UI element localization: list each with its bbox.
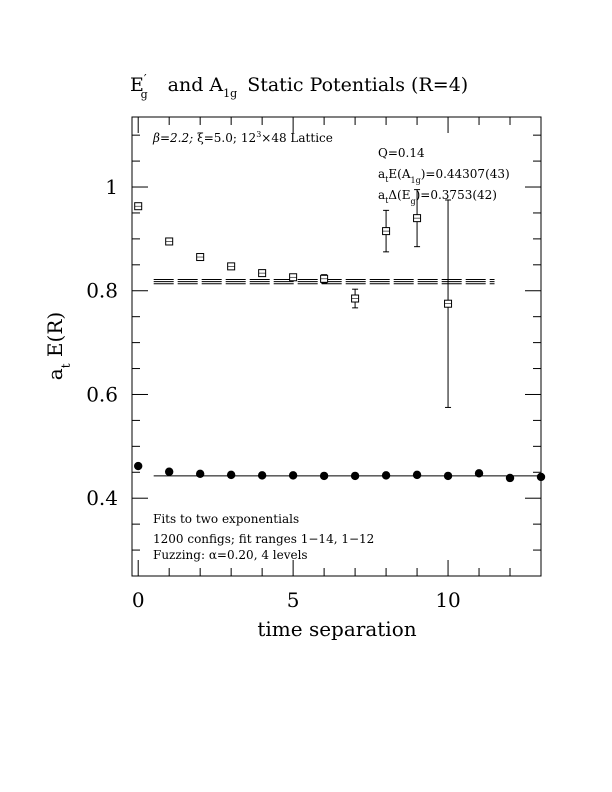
title-and-a: and A [168, 74, 224, 96]
x-axis-label: time separation [257, 617, 416, 641]
circle-point [226, 470, 236, 480]
fuzzing-params: α=0.20, 4 levels [209, 548, 308, 562]
circle-point [536, 472, 546, 482]
x-tick-label: 5 [287, 588, 300, 612]
a1g-sub: 1g [410, 176, 420, 185]
circle-point [412, 470, 422, 480]
q-annotation: Q=0.14 [378, 146, 425, 160]
y-label-a: a [43, 368, 67, 380]
title-sub-g: g [141, 88, 148, 101]
xi-text: ξ=5.0; [197, 131, 237, 145]
circle-point [164, 467, 174, 476]
y-tick-label: 1 [105, 175, 118, 199]
lattice-size: 12 [241, 131, 256, 145]
circle-point [195, 469, 205, 479]
axis-tick-labels: 0 5 10 0.4 0.6 0.8 1 [86, 175, 461, 612]
plot-frame [131, 116, 542, 577]
eg-d: Δ(E [388, 188, 410, 202]
circle-point [474, 469, 484, 478]
lattice-rest: ×48 Lattice [261, 131, 333, 145]
circle-point [381, 471, 391, 480]
title-rest: Static Potentials (R=4) [247, 74, 468, 96]
lattice-sup: 3 [256, 130, 261, 139]
y-axis-label: at E(R) [43, 312, 73, 380]
circle-point [350, 471, 360, 481]
fuzzing-label: Fuzzing: [153, 548, 209, 562]
circle-point [443, 471, 453, 481]
axis-ticks [132, 117, 542, 577]
title-e: E [130, 74, 144, 96]
fits-line-1: Fits to two exponentials [153, 512, 299, 526]
circle-point [288, 471, 298, 480]
x-tick-label: 0 [132, 588, 145, 612]
eg-annotation: atΔ(Eg)=0.3753(42) [378, 188, 497, 206]
title-sub-1g: 1g [223, 87, 237, 100]
a1g-a: a [378, 167, 385, 181]
y-tick-label: 0.6 [86, 382, 118, 406]
eg-a: a [378, 188, 385, 202]
data-marks [133, 189, 546, 483]
fits-line-3: Fuzzing: α=0.20, 4 levels [153, 548, 308, 562]
title-prime: ′ [144, 72, 147, 86]
circle-point [505, 473, 515, 483]
a1g-t: t [385, 175, 389, 184]
eg-t: t [385, 196, 389, 205]
fits-line-2: 1200 configs; fit ranges 1−14, 1−12 [153, 532, 374, 546]
fit-lines [153, 278, 541, 477]
eg-val: )=0.3753(42) [416, 188, 497, 202]
a1g-val: )=0.44307(43) [421, 167, 510, 181]
a1g-e: E(A [388, 167, 410, 181]
circle-point [319, 471, 329, 481]
y-label-sub: t [59, 363, 73, 368]
chart-title: E′ g and A1g Static Potentials (R=4) [130, 72, 468, 101]
eg-sub: g [410, 197, 415, 206]
y-tick-label: 0.4 [86, 486, 118, 510]
a1g-annotation: atE(A1g)=0.44307(43) [378, 167, 510, 185]
y-label-rest: E(R) [43, 312, 67, 364]
x-tick-label: 10 [435, 588, 460, 612]
y-tick-label: 0.8 [86, 279, 118, 303]
lattice-annotation: β=2.2; ξ=5.0; 123×48 Lattice [152, 130, 333, 145]
circle-point [133, 461, 143, 471]
circle-point [257, 471, 267, 480]
beta-text: β=2.2; [152, 131, 193, 145]
